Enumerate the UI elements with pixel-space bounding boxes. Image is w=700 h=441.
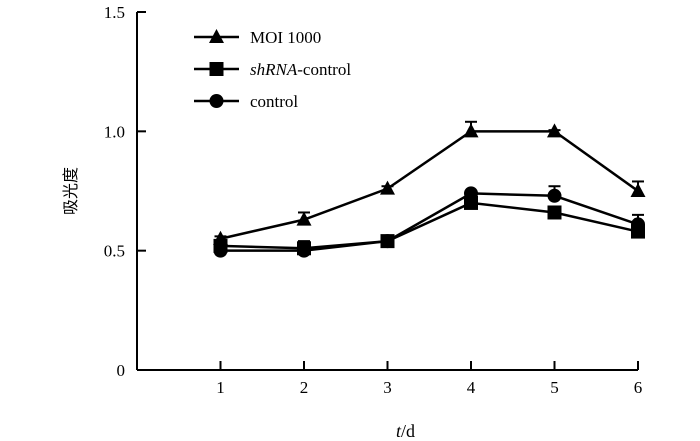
series-moi-1000 xyxy=(213,120,646,245)
legend-label-part: shRNA xyxy=(250,60,298,79)
y-tick-label: 0.5 xyxy=(104,242,125,261)
series-line xyxy=(220,201,639,250)
y-tick-label: 1.0 xyxy=(104,122,125,141)
series-line xyxy=(220,130,639,240)
legend-label-part: MOI 1000 xyxy=(250,28,321,47)
data-point xyxy=(631,217,645,232)
legend-label: shRNA-control xyxy=(250,60,351,79)
data-point xyxy=(463,123,479,138)
legend-label-part: -control xyxy=(297,60,351,79)
legend-marker xyxy=(209,29,224,43)
legend-label: MOI 1000 xyxy=(250,28,321,47)
data-point xyxy=(213,243,228,258)
x-tick-label: 6 xyxy=(634,378,643,397)
x-axis-title: t/d xyxy=(396,421,415,441)
data-point xyxy=(547,123,562,138)
x-tick-label: 4 xyxy=(467,378,476,397)
data-point xyxy=(380,180,395,195)
legend-marker xyxy=(209,94,224,108)
legend: MOI 1000 shRNA-control control xyxy=(194,28,351,111)
series-control xyxy=(213,185,645,258)
x-tick-label: 1 xyxy=(216,378,225,397)
data-point xyxy=(547,205,562,220)
y-axis-title: 吸光度 xyxy=(61,167,80,215)
data-point xyxy=(297,243,311,258)
data-point xyxy=(547,188,562,203)
y-tick-label: 1.5 xyxy=(104,3,125,22)
x-tick-label: 3 xyxy=(383,378,392,397)
data-point xyxy=(296,211,312,226)
x-tick-label: 5 xyxy=(550,378,559,397)
legend-marker xyxy=(209,62,224,76)
legend-label-part: control xyxy=(250,92,298,111)
data-point xyxy=(464,186,478,201)
x-axis-title-variable: t xyxy=(396,421,402,441)
data-point xyxy=(380,234,395,249)
data-point xyxy=(630,183,646,197)
legend-label: control xyxy=(250,92,298,111)
x-axis-title-unit: /d xyxy=(401,421,415,441)
x-tick-label: 2 xyxy=(300,378,309,397)
series-line xyxy=(220,192,639,252)
y-tick-label: 0 xyxy=(117,361,126,380)
